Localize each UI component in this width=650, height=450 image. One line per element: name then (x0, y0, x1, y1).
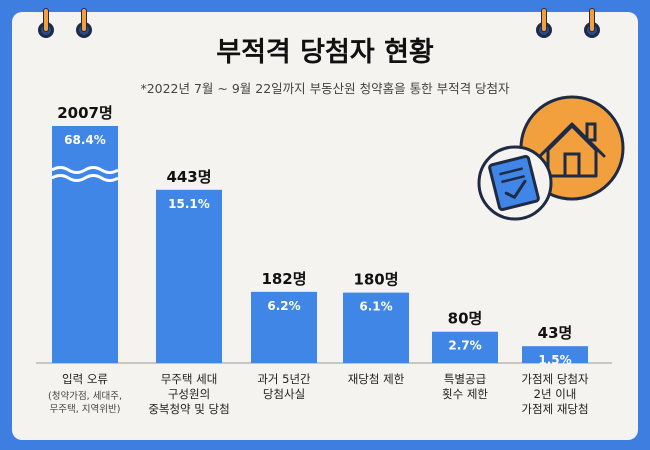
bar (343, 292, 409, 363)
value-label: 43명 (538, 324, 573, 342)
category-note: (청약가점, 세대주, (48, 390, 122, 402)
category-label: 중복청약 및 당첨 (148, 402, 229, 416)
category-note: 무주택, 지역위반) (50, 403, 121, 415)
category-label: 당첨사실 (263, 387, 305, 401)
category-label: 가점제 당첨자 (521, 372, 589, 386)
binder-ring-icon (38, 8, 54, 42)
binder-ring-icon (536, 8, 552, 42)
axis-break-mark (51, 174, 119, 182)
value-label: 180명 (353, 271, 398, 289)
percent-label: 1.5% (538, 353, 571, 367)
category-label: 2년 이내 (534, 387, 577, 401)
percent-label: 6.1% (359, 300, 392, 314)
bar (251, 291, 317, 363)
percent-label: 15.1% (168, 197, 210, 211)
value-label: 80명 (448, 310, 483, 328)
percent-label: 68.4% (64, 133, 106, 147)
category-label: 과거 5년간 (257, 372, 311, 386)
percent-label: 2.7% (448, 339, 481, 353)
binder-ring-icon (76, 8, 92, 42)
bar (522, 346, 588, 363)
bar (52, 126, 118, 363)
chart-subtitle: *2022년 7월 ~ 9월 22일까지 부동산원 청약홈을 통한 부적격 당첨… (140, 81, 510, 96)
value-label: 2007명 (57, 104, 113, 122)
bar (156, 189, 222, 363)
category-label: 가점제 재당첨 (521, 402, 588, 416)
category-label: 특별공급 (444, 372, 486, 386)
value-label: 182명 (261, 270, 306, 288)
percent-label: 6.2% (267, 299, 300, 313)
chart-title: 부적격 당첨자 현황 (216, 37, 434, 68)
bar (432, 331, 498, 363)
value-label: 443명 (166, 168, 211, 186)
axis-break-mark (51, 166, 119, 174)
category-label: 입력 오류 (62, 372, 108, 386)
category-label: 재당첨 제한 (348, 372, 405, 386)
category-label: 구성원의 (168, 387, 210, 401)
category-label: 횟수 제한 (442, 387, 488, 401)
category-label: 무주택 세대 (161, 372, 218, 386)
binder-ring-icon (584, 8, 600, 42)
checked-document-icon (477, 145, 553, 221)
